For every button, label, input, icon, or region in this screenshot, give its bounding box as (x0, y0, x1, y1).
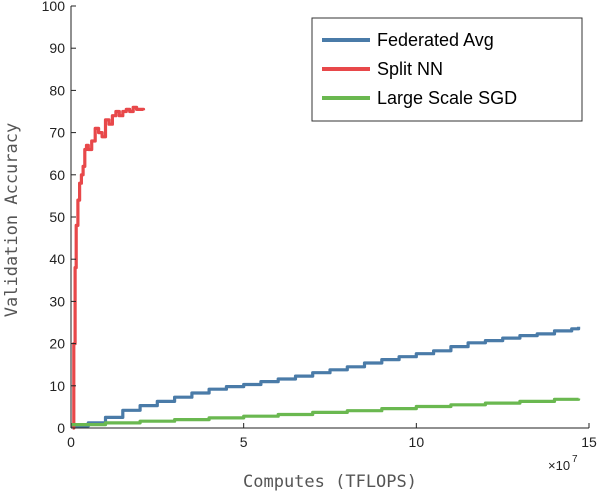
y-tick-label: 10 (49, 378, 65, 394)
legend-label: Split NN (377, 59, 443, 79)
series-line-large-scale-sgd (71, 397, 581, 427)
y-tick-label: 80 (49, 82, 65, 98)
y-tick-label: 100 (42, 0, 66, 14)
y-tick-label: 30 (49, 293, 65, 309)
svg-text:×10: ×10 (548, 458, 570, 473)
x-tick-label: 0 (67, 434, 75, 450)
y-tick-label: 40 (49, 251, 65, 267)
y-tick-label: 60 (49, 167, 65, 183)
series-line-federated-avg (71, 326, 581, 428)
y-tick-label: 50 (49, 209, 65, 225)
x-axis-exponent: ×10 7 (548, 454, 578, 473)
x-axis-title: Computes (TFLOPS) (243, 472, 417, 492)
y-tick-label: 90 (49, 40, 65, 56)
series-line-split-nn (72, 105, 146, 430)
legend: Federated Avg Split NN Large Scale SGD (311, 17, 583, 122)
x-tick-label: 15 (581, 434, 597, 450)
y-axis-title: Validation Accuracy (2, 123, 22, 317)
legend-label: Large Scale SGD (377, 88, 517, 108)
svg-text:7: 7 (572, 454, 578, 465)
tick-labels: 0 10 20 30 40 50 60 70 80 90 100 0 5 10 15 (42, 0, 597, 450)
y-tick-label: 70 (49, 125, 65, 141)
series-layer (71, 105, 581, 430)
y-tick-label: 0 (57, 420, 65, 436)
legend-label: Federated Avg (377, 30, 494, 50)
x-tick-label: 10 (409, 434, 425, 450)
axes (70, 5, 590, 429)
y-tick-label: 20 (49, 336, 65, 352)
x-tick-label: 5 (240, 434, 248, 450)
